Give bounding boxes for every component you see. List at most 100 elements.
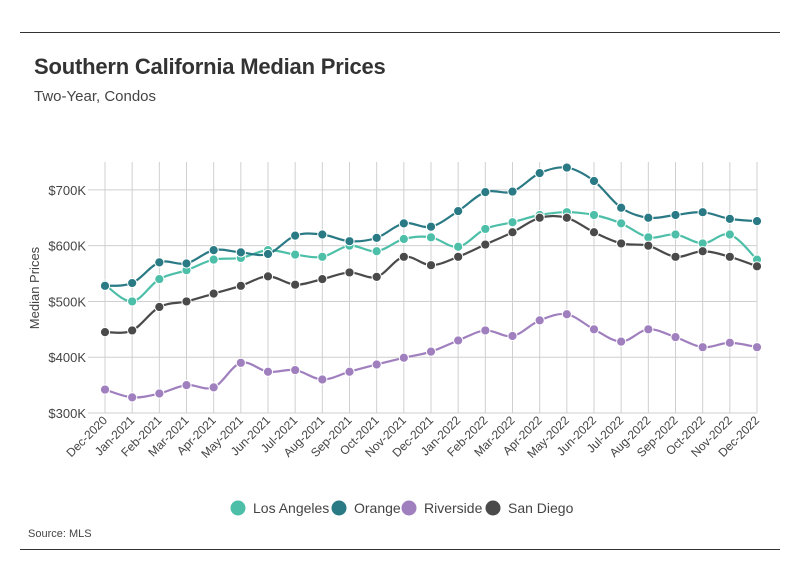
legend-label-san-diego: San Diego <box>508 500 574 516</box>
legend-label-orange: Orange <box>354 500 401 516</box>
data-point-orange <box>453 205 464 217</box>
data-point-orange <box>724 213 735 224</box>
data-point-riverside <box>507 330 518 342</box>
data-point-los-angeles <box>480 223 491 235</box>
y-tick-label: $700K <box>48 183 86 198</box>
data-point-orange <box>262 248 274 260</box>
data-point-san-diego <box>588 227 600 238</box>
data-point-orange <box>181 258 192 269</box>
data-point-san-diego <box>290 279 301 290</box>
data-point-orange <box>371 232 382 243</box>
data-point-riverside <box>616 336 627 347</box>
data-point-orange <box>588 175 600 187</box>
data-point-riverside <box>751 342 763 353</box>
data-point-orange <box>208 245 219 256</box>
data-point-riverside <box>344 366 355 377</box>
data-point-riverside <box>697 342 708 353</box>
data-point-san-diego <box>398 251 409 262</box>
data-point-orange <box>670 209 681 221</box>
data-point-san-diego <box>154 301 165 313</box>
data-point-riverside <box>561 309 572 320</box>
data-point-riverside <box>534 315 545 326</box>
chart-subtitle: Two-Year, Condos <box>34 88 157 105</box>
data-point-los-angeles <box>453 241 464 252</box>
data-point-orange <box>507 186 518 197</box>
y-axis-label: Median Prices <box>27 246 42 329</box>
data-point-riverside <box>181 380 192 391</box>
data-point-los-angeles <box>670 229 681 240</box>
top-rule <box>20 32 780 33</box>
y-tick-label: $600K <box>48 239 86 254</box>
data-point-los-angeles <box>127 296 138 307</box>
data-point-riverside <box>425 346 437 357</box>
data-point-orange <box>751 216 763 227</box>
data-point-orange <box>534 168 545 179</box>
y-tick-label: $500K <box>48 294 86 309</box>
chart-title: Southern California Median Prices <box>34 54 386 79</box>
data-point-san-diego <box>534 212 545 223</box>
data-point-san-diego <box>616 238 627 249</box>
data-point-san-diego <box>127 325 138 336</box>
data-point-los-angeles <box>588 209 600 221</box>
data-point-orange <box>616 202 627 213</box>
data-point-san-diego <box>507 227 518 238</box>
data-point-riverside <box>290 364 301 376</box>
data-point-riverside <box>208 382 219 393</box>
data-point-orange <box>290 230 301 241</box>
data-point-los-angeles <box>208 254 219 265</box>
data-point-los-angeles <box>616 218 627 229</box>
data-point-san-diego <box>697 246 708 257</box>
data-point-riverside <box>643 324 654 335</box>
source-note: Source: MLS <box>28 528 92 540</box>
legend-marker-san-diego <box>485 500 501 516</box>
data-point-orange <box>480 187 491 198</box>
data-point-orange <box>317 229 328 240</box>
data-point-orange <box>99 280 111 291</box>
data-point-san-diego <box>670 251 681 262</box>
data-point-orange <box>398 218 409 229</box>
data-point-riverside <box>127 392 138 403</box>
data-point-riverside <box>398 352 409 363</box>
data-point-orange <box>697 207 708 218</box>
data-point-orange <box>425 221 437 232</box>
data-point-san-diego <box>317 274 328 285</box>
data-point-san-diego <box>643 240 654 251</box>
data-point-riverside <box>371 359 382 370</box>
data-point-san-diego <box>724 251 735 262</box>
data-point-riverside <box>670 332 681 343</box>
data-point-san-diego <box>262 271 274 282</box>
data-point-los-angeles <box>724 229 735 240</box>
data-point-san-diego <box>208 288 219 299</box>
data-point-riverside <box>317 374 328 385</box>
legend-label-riverside: Riverside <box>424 500 483 516</box>
data-point-los-angeles <box>371 246 382 257</box>
data-point-san-diego <box>453 251 464 262</box>
data-point-orange <box>235 247 246 258</box>
legend-marker-riverside <box>401 500 417 516</box>
data-point-san-diego <box>371 271 382 283</box>
data-point-los-angeles <box>154 274 165 285</box>
data-point-riverside <box>262 366 274 377</box>
data-point-san-diego <box>235 280 246 291</box>
legend-label-los-angeles: Los Angeles <box>253 500 329 516</box>
data-point-los-angeles <box>643 232 654 243</box>
data-point-riverside <box>99 384 111 395</box>
legend-marker-los-angeles <box>230 500 246 516</box>
data-point-riverside <box>588 324 600 335</box>
data-point-orange <box>127 277 138 289</box>
data-point-riverside <box>235 357 246 368</box>
data-point-san-diego <box>99 327 111 338</box>
data-point-san-diego <box>344 267 355 278</box>
data-point-los-angeles <box>290 249 301 260</box>
data-point-riverside <box>480 325 491 336</box>
data-point-san-diego <box>751 261 763 272</box>
data-point-riverside <box>453 335 464 346</box>
data-point-orange <box>561 162 572 173</box>
data-point-san-diego <box>425 260 437 271</box>
data-point-los-angeles <box>425 232 437 243</box>
y-tick-label: $300K <box>48 406 86 421</box>
data-point-riverside <box>154 388 165 399</box>
data-point-orange <box>344 236 355 247</box>
bottom-rule <box>20 549 780 550</box>
